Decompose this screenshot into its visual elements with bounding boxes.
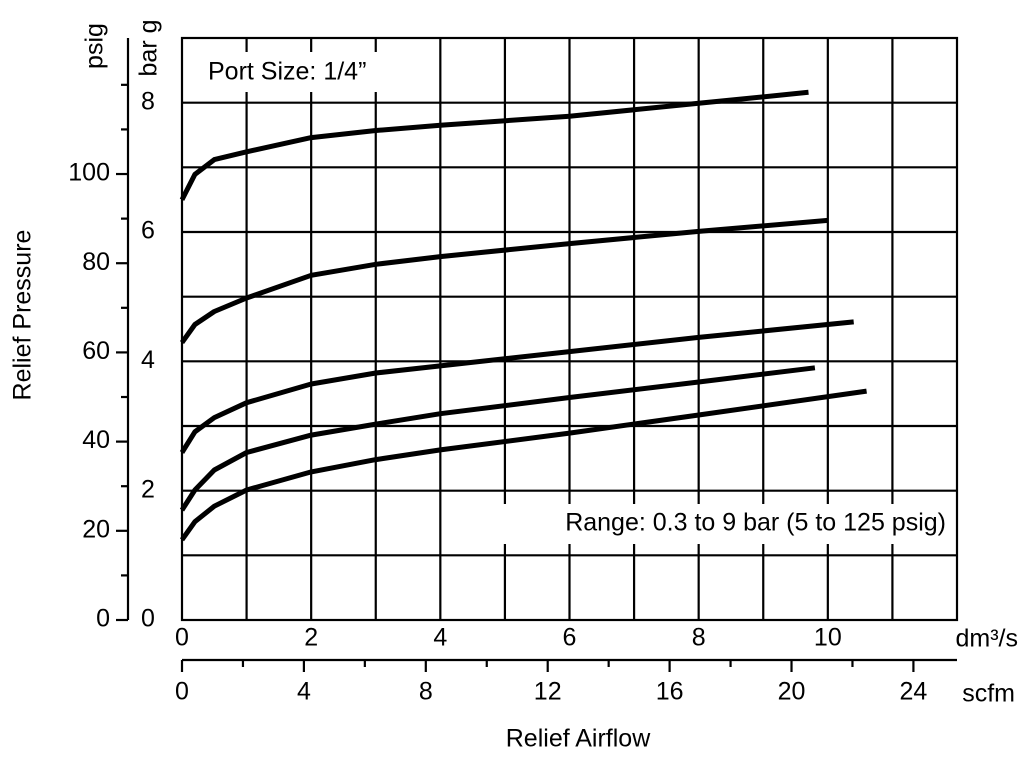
y-axis-title: Relief Pressure xyxy=(9,230,37,401)
y-tick-label: 0 xyxy=(141,605,155,633)
curve xyxy=(179,319,854,454)
x-tick-label: 2 xyxy=(304,624,318,652)
y-tick-label: 8 xyxy=(141,87,155,115)
x2-unit: scfm xyxy=(962,680,1015,708)
y2-tick-label: 80 xyxy=(82,248,110,276)
y2-tick-label: 0 xyxy=(96,605,110,633)
curve xyxy=(179,365,816,512)
annotation-box xyxy=(196,52,428,92)
x-axis-title: Relief Airflow xyxy=(506,725,651,753)
y-tick-label: 4 xyxy=(141,346,155,374)
x2-tick-label: 20 xyxy=(778,678,806,706)
annotation: Port Size: 1/4” xyxy=(208,58,366,86)
x2-tick-label: 0 xyxy=(175,678,189,706)
x-tick-label: 10 xyxy=(814,624,842,652)
y-tick-label: 6 xyxy=(141,217,155,245)
x2-tick-label: 24 xyxy=(900,678,928,706)
y2-tick-label: 20 xyxy=(82,515,110,543)
x2-tick-label: 16 xyxy=(656,678,684,706)
x-unit: dm³/s xyxy=(956,625,1019,653)
y2-unit: psig xyxy=(81,23,109,69)
y-unit: bar g xyxy=(135,20,163,77)
annotation-box xyxy=(460,504,954,544)
curve xyxy=(179,388,867,542)
y2-tick-label: 60 xyxy=(82,337,110,365)
x-tick-label: 6 xyxy=(563,624,577,652)
y-tick-label: 2 xyxy=(141,475,155,503)
x-tick-label: 0 xyxy=(175,624,189,652)
x2-tick-label: 4 xyxy=(297,678,311,706)
annotation: Range: 0.3 to 9 bar (5 to 125 psig) xyxy=(565,509,946,537)
curve xyxy=(179,89,809,201)
x-tick-label: 4 xyxy=(433,624,447,652)
x2-tick-label: 8 xyxy=(419,678,433,706)
curve xyxy=(179,217,829,345)
y2-tick-label: 100 xyxy=(68,159,110,187)
x2-tick-label: 12 xyxy=(534,678,562,706)
x-tick-label: 8 xyxy=(692,624,706,652)
y2-tick-label: 40 xyxy=(82,426,110,454)
